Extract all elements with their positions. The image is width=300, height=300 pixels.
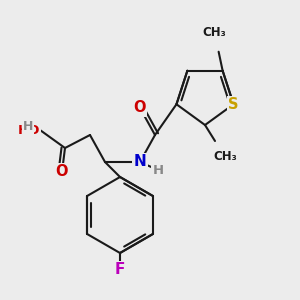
Text: O: O: [56, 164, 68, 179]
Text: H: H: [152, 164, 164, 176]
Text: CH₃: CH₃: [213, 151, 237, 164]
Text: S: S: [228, 97, 239, 112]
Text: O: O: [134, 100, 146, 116]
Text: CH₃: CH₃: [203, 26, 226, 39]
Text: F: F: [115, 262, 125, 278]
Text: N: N: [134, 154, 146, 169]
Text: H: H: [23, 121, 33, 134]
Text: HO: HO: [18, 124, 40, 136]
